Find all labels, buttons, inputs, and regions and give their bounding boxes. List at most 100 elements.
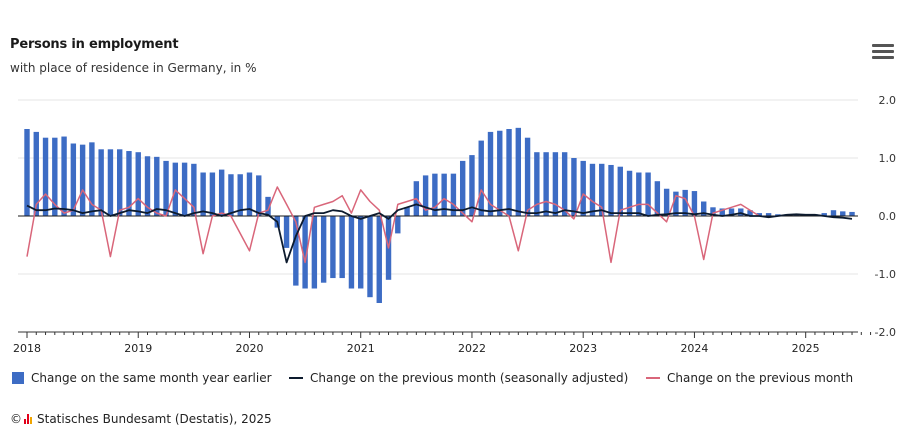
bar: [469, 155, 475, 216]
bar: [191, 163, 197, 216]
bar: [552, 152, 559, 216]
bar: [589, 163, 596, 216]
bar: [311, 216, 318, 289]
bar: [246, 172, 253, 216]
x-tick-label: 2025: [792, 342, 820, 355]
bar: [524, 137, 531, 216]
bar: [61, 136, 67, 216]
bar: [821, 213, 827, 216]
legend-item-year-change[interactable]: Change on the same month year earlier: [12, 371, 272, 385]
bar: [52, 137, 58, 216]
source-credit: © Statisches Bundesamt (Destatis), 2025: [10, 412, 272, 426]
source-text: Statisches Bundesamt (Destatis), 2025: [37, 412, 272, 426]
bar: [89, 142, 95, 216]
x-tick-label: 2022: [458, 342, 486, 355]
bar: [135, 152, 141, 216]
bar: [459, 160, 466, 216]
bar: [395, 216, 401, 234]
bar: [654, 181, 661, 216]
bar: [117, 149, 123, 216]
bar: [710, 207, 716, 216]
x-tick-label: 2023: [569, 342, 597, 355]
bar: [849, 211, 855, 216]
bar: [830, 210, 837, 216]
legend-line-swatch: [646, 377, 660, 379]
chart-subtitle: with place of residence in Germany, in %: [10, 61, 257, 75]
bar: [154, 156, 160, 216]
bar: [163, 160, 169, 216]
bar: [358, 216, 364, 289]
bar: [534, 152, 540, 216]
bar: [126, 151, 132, 216]
bar: [237, 174, 243, 216]
bar: [728, 208, 735, 216]
bar: [747, 210, 753, 216]
bar: [265, 196, 271, 216]
x-tick-label: 2018: [13, 342, 41, 355]
bar: [107, 149, 114, 216]
chart-title: Persons in employment: [10, 37, 179, 52]
bar: [673, 191, 679, 216]
bar: [218, 169, 225, 216]
x-tick-label: 2021: [347, 342, 375, 355]
bar: [450, 173, 457, 216]
bar: [580, 160, 586, 216]
bar: [497, 130, 503, 216]
bar: [98, 149, 104, 216]
bar: [376, 216, 382, 303]
bar: [181, 162, 188, 216]
bar: [840, 211, 846, 216]
bar: [682, 189, 688, 216]
bar: [617, 166, 623, 216]
bar: [339, 216, 345, 279]
bar: [70, 143, 77, 216]
bar: [24, 129, 30, 216]
legend-label: Change on the same month year earlier: [31, 371, 272, 385]
bar: [432, 173, 438, 216]
bar: [200, 172, 206, 216]
chart-area: 2.0 1.0 0.0 -1.0 -2.0 2018 2019 2020 2021 2022 202…: [13, 94, 897, 355]
bar: [283, 216, 290, 248]
bar: [719, 208, 725, 216]
bar: [645, 172, 651, 216]
legend-line-swatch: [289, 377, 303, 379]
hamburger-menu-icon[interactable]: [872, 44, 894, 62]
bar: [765, 213, 772, 216]
y-tick-label: -1.0: [875, 268, 896, 281]
y-tick-label: 0.0: [879, 210, 897, 223]
bar: [209, 172, 216, 216]
bar: [599, 163, 605, 216]
bar: [691, 191, 698, 216]
legend-label: Change on the previous month (seasonally…: [310, 371, 629, 385]
y-tick-label: 1.0: [879, 152, 897, 165]
bar: [42, 137, 49, 216]
destatis-logo-icon: [24, 414, 33, 424]
bar: [293, 216, 299, 286]
bar: [515, 127, 522, 216]
bar: [144, 156, 151, 216]
bar: [330, 216, 336, 279]
legend-item-month-change-sa[interactable]: Change on the previous month (seasonally…: [289, 371, 628, 385]
series-line-previous-month: [26, 186, 760, 264]
bar: [441, 173, 447, 216]
bar: [320, 216, 327, 283]
bar: [561, 152, 568, 216]
copyright-symbol: ©: [10, 412, 22, 426]
bar: [256, 175, 262, 216]
x-tick-label: 2024: [680, 342, 708, 355]
bar: [228, 174, 234, 216]
bar: [701, 201, 707, 216]
bar: [487, 131, 494, 216]
bar: [302, 216, 308, 289]
bar: [663, 188, 670, 216]
bar: [79, 144, 86, 216]
bar: [571, 158, 577, 216]
bar: [756, 213, 763, 216]
x-tick-label: 2019: [124, 342, 152, 355]
bar: [478, 140, 484, 216]
bar: [543, 152, 549, 216]
bar: [348, 216, 355, 289]
series-line-seasonally-adjusted: [26, 203, 853, 264]
bar: [367, 216, 373, 298]
legend-item-month-change[interactable]: Change on the previous month: [646, 371, 853, 385]
